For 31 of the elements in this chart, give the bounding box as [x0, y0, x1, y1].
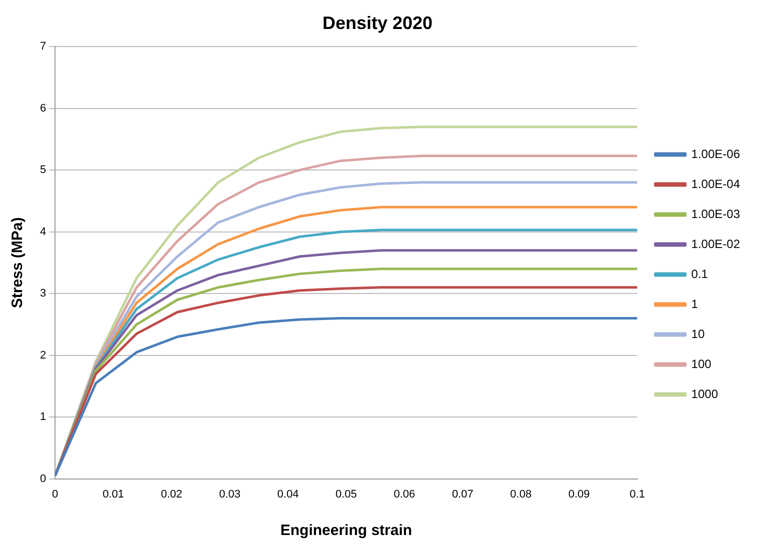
legend-label: 1000	[691, 386, 718, 401]
x-axis-title: Engineering strain	[280, 522, 412, 540]
x-tick-label: 0.05	[335, 488, 357, 500]
y-tick-label: 5	[40, 164, 46, 176]
x-tick-label: 0.06	[394, 488, 416, 500]
legend-label: 1.00E-06	[691, 146, 740, 161]
y-tick-label: 2	[40, 349, 46, 362]
x-tick-label: 0.04	[277, 488, 299, 500]
y-axis-title: Stress (MPa)	[9, 217, 26, 308]
x-tick-label: 0.02	[160, 488, 182, 500]
y-tick-label: 4	[40, 226, 46, 238]
x-tick-label: 0.08	[510, 488, 532, 500]
chart-title: Density 2020	[322, 12, 433, 33]
legend-label: 1.00E-04	[691, 176, 740, 191]
y-tick-label: 7	[40, 40, 46, 53]
y-tick-label: 0	[40, 472, 46, 485]
x-tick-label: 0.01	[102, 488, 124, 500]
legend-label: 1	[691, 296, 698, 311]
y-tick-label: 1	[40, 411, 46, 424]
x-tick-label: 0	[52, 488, 58, 500]
legend-label: 100	[691, 356, 712, 371]
x-tick-label: 0.1	[630, 488, 645, 500]
x-tick-label: 0.09	[568, 488, 590, 500]
legend-label: 0.1	[691, 266, 708, 281]
legend-label: 1.00E-03	[691, 206, 740, 221]
y-tick-label: 6	[40, 102, 46, 114]
x-tick-label: 0.03	[219, 488, 240, 500]
y-tick-label: 3	[40, 288, 46, 300]
legend-label: 10	[691, 326, 705, 341]
legend-label: 1.00E-02	[691, 236, 740, 251]
x-tick-label: 0.07	[452, 488, 474, 500]
